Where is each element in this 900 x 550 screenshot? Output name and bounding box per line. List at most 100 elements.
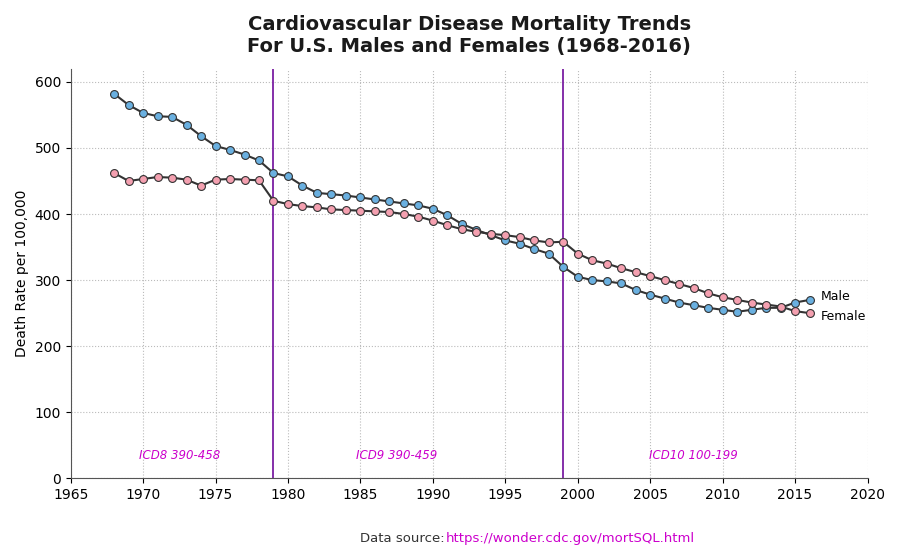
Point (730, 295, 744, 304)
Point (542, 238, 556, 247)
Point (281, 172, 295, 181)
Point (585, 256, 599, 265)
Point (716, 305, 730, 314)
Text: https://wonder.cdc.gov/mortSQL.html: https://wonder.cdc.gov/mortSQL.html (446, 532, 695, 544)
Point (571, 272, 585, 281)
Point (643, 272, 657, 280)
Point (252, 176, 266, 185)
Point (802, 309, 816, 317)
Point (165, 173, 179, 182)
Point (382, 197, 397, 206)
Point (802, 295, 816, 304)
Point (628, 285, 643, 294)
Point (513, 239, 527, 248)
Point (411, 212, 426, 221)
Text: Female: Female (821, 310, 867, 323)
Point (107, 89, 122, 98)
Point (687, 284, 701, 293)
Point (701, 289, 716, 298)
Point (179, 175, 194, 184)
Point (266, 169, 281, 178)
Point (310, 189, 324, 197)
Point (136, 108, 150, 117)
Point (513, 233, 527, 241)
Point (440, 221, 454, 230)
Point (324, 190, 338, 199)
Point (469, 226, 483, 234)
Point (773, 302, 788, 311)
Point (658, 294, 672, 303)
Point (295, 181, 310, 190)
Point (368, 195, 382, 204)
Point (498, 236, 512, 245)
Point (788, 307, 802, 316)
Point (773, 304, 788, 312)
Point (454, 219, 469, 228)
Point (672, 279, 687, 288)
Point (397, 199, 411, 208)
Point (628, 268, 643, 277)
Point (411, 201, 426, 210)
Point (338, 206, 353, 214)
Point (281, 200, 295, 208)
Point (353, 206, 367, 215)
Point (252, 156, 266, 165)
Point (687, 301, 701, 310)
Point (122, 177, 136, 185)
Point (122, 101, 136, 109)
Point (759, 300, 773, 309)
Point (469, 228, 483, 236)
Point (150, 173, 165, 182)
Point (338, 191, 353, 200)
Point (571, 249, 585, 258)
Point (382, 208, 397, 217)
Point (179, 120, 194, 129)
Point (658, 276, 672, 284)
Point (744, 298, 759, 307)
Point (397, 210, 411, 218)
Text: ICD9 390-459: ICD9 390-459 (356, 449, 437, 462)
Point (643, 290, 657, 299)
Point (353, 193, 367, 202)
Point (266, 196, 281, 205)
Point (310, 203, 324, 212)
Point (716, 293, 730, 301)
Point (194, 181, 208, 190)
Y-axis label: Death Rate per 100,000: Death Rate per 100,000 (15, 190, 29, 357)
Point (223, 146, 238, 155)
Point (426, 216, 440, 225)
Text: Data source:: Data source: (360, 532, 449, 544)
Point (599, 259, 614, 268)
Point (295, 202, 310, 211)
Text: ICD8 390-458: ICD8 390-458 (139, 449, 220, 462)
Point (454, 225, 469, 234)
Point (238, 150, 252, 159)
Point (483, 231, 498, 240)
Point (614, 279, 628, 288)
Point (194, 131, 208, 140)
Point (585, 276, 599, 284)
Point (556, 262, 571, 271)
Text: ICD10 100-199: ICD10 100-199 (649, 449, 738, 462)
Point (498, 231, 512, 240)
Point (208, 141, 222, 150)
Point (527, 236, 542, 245)
Point (426, 205, 440, 213)
Point (527, 245, 542, 254)
Point (440, 211, 454, 220)
Point (614, 264, 628, 273)
Point (672, 298, 687, 307)
Point (744, 305, 759, 314)
Point (730, 307, 744, 316)
Text: Male: Male (821, 290, 850, 303)
Point (759, 304, 773, 312)
Point (165, 113, 179, 122)
Title: Cardiovascular Disease Mortality Trends
For U.S. Males and Females (1968-2016): Cardiovascular Disease Mortality Trends … (248, 15, 691, 56)
Point (324, 205, 338, 214)
Point (150, 112, 165, 120)
Point (701, 304, 716, 312)
Point (599, 277, 614, 286)
Point (483, 229, 498, 238)
Point (136, 174, 150, 183)
Point (238, 175, 252, 184)
